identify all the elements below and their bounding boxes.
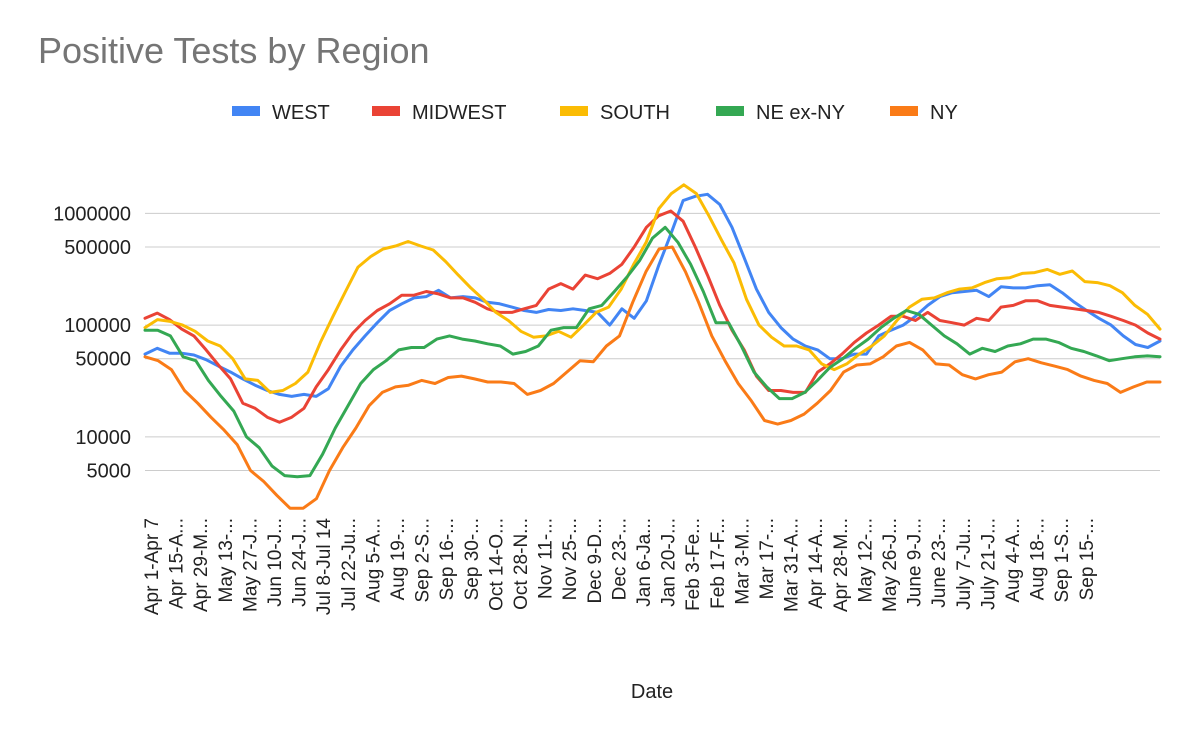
x-tick-label: Apr 14-A... <box>806 518 827 609</box>
x-tick-label: Apr 15-A... <box>167 518 188 609</box>
x-tick-label: Sep 15-... <box>1077 518 1098 600</box>
x-tick-label: Aug 19-... <box>388 518 409 600</box>
x-tick-label: Aug 4-A... <box>1003 518 1024 603</box>
x-tick-label: Jun 24-J... <box>290 518 311 607</box>
x-tick-label: Oct 28-N... <box>511 518 532 610</box>
legend-label: SOUTH <box>600 102 670 124</box>
x-axis-ticks: Apr 1-Apr 7 Apr 15-A... Apr 29-M... May 13-… <box>142 518 1098 616</box>
x-tick-label: Mar 17-... <box>757 518 778 599</box>
x-tick-label: May 12-... <box>855 518 876 602</box>
legend-label: NY <box>930 102 958 124</box>
x-tick-label: May 27-J... <box>240 518 261 612</box>
x-tick-label: Dec 9-D... <box>585 518 606 604</box>
x-tick-label: Sep 1-S... <box>1052 518 1073 603</box>
y-tick-label: 1000000 <box>53 203 131 225</box>
x-tick-label: July 21-J... <box>978 518 999 610</box>
legend-item-ny: NY <box>890 102 958 124</box>
x-tick-label: Oct 14-O... <box>486 518 507 611</box>
legend-item-midwest: MIDWEST <box>372 102 506 124</box>
y-tick-label: 500000 <box>64 237 131 259</box>
legend-item-south: SOUTH <box>560 102 670 124</box>
series-line-west <box>143 192 1162 398</box>
x-tick-label: Apr 1-Apr 7 <box>142 518 163 615</box>
x-tick-label: Aug 18-... <box>1028 518 1049 600</box>
x-tick-label: Sep 30-... <box>462 518 483 600</box>
legend-item-west: WEST <box>232 102 330 124</box>
x-tick-label: Mar 31-A... <box>782 518 803 612</box>
x-tick-label: Dec 23-... <box>609 518 630 600</box>
x-tick-label: Jun 10-J... <box>265 518 286 607</box>
x-tick-label: Feb 17-F... <box>708 518 729 609</box>
series-line-ne-ex-ny <box>143 225 1162 479</box>
legend-item-ne-ex-ny: NE ex-NY <box>716 102 845 124</box>
x-tick-label: Sep 16-... <box>437 518 458 600</box>
x-axis-title: Date <box>631 681 673 703</box>
x-tick-label: May 13-... <box>216 518 237 602</box>
x-tick-label: Apr 29-M... <box>191 518 212 612</box>
x-tick-label: Aug 5-A... <box>363 518 384 603</box>
legend-label: WEST <box>272 102 330 124</box>
chart-title: Positive Tests by Region <box>38 30 430 71</box>
x-tick-label: Mar 3-M... <box>732 518 753 605</box>
x-tick-label: Jan 6-Ja... <box>634 518 655 607</box>
series-lines <box>143 183 1162 510</box>
y-tick-label: 100000 <box>64 315 131 337</box>
x-tick-label: Jan 20-J... <box>659 518 680 607</box>
gridlines <box>145 212 1160 472</box>
legend-swatch <box>716 106 744 116</box>
y-tick-label: 5000 <box>87 461 132 483</box>
legend-swatch <box>890 106 918 116</box>
y-tick-label: 10000 <box>75 427 131 449</box>
x-tick-label: June 23-... <box>929 518 950 608</box>
legend: WEST MIDWEST SOUTH NE ex-NY NY <box>232 102 958 124</box>
legend-swatch <box>232 106 260 116</box>
legend-swatch <box>372 106 400 116</box>
x-tick-label: Nov 25-... <box>560 518 581 600</box>
x-tick-label: Feb 3-Fe... <box>683 518 704 611</box>
series-line-ny <box>143 245 1162 510</box>
x-tick-label: Apr 28-M... <box>831 518 852 612</box>
legend-label: NE ex-NY <box>756 102 845 124</box>
series-line-south <box>143 183 1162 394</box>
legend-swatch <box>560 106 588 116</box>
series-line-midwest <box>143 209 1162 424</box>
x-tick-label: Jul 8-Jul 14 <box>314 518 335 616</box>
x-tick-label: May 26-J... <box>880 518 901 612</box>
y-axis-ticks: 5000 10000 50000 100000 500000 1000000 <box>53 203 131 482</box>
y-tick-label: 50000 <box>75 349 131 371</box>
x-tick-label: July 7-Ju... <box>954 518 975 610</box>
legend-label: MIDWEST <box>412 102 506 124</box>
x-tick-label: Jul 22-Ju... <box>339 518 360 611</box>
x-tick-label: Sep 2-S... <box>413 518 434 603</box>
x-tick-label: June 9-J... <box>905 518 926 607</box>
x-tick-label: Nov 11-... <box>536 518 557 599</box>
